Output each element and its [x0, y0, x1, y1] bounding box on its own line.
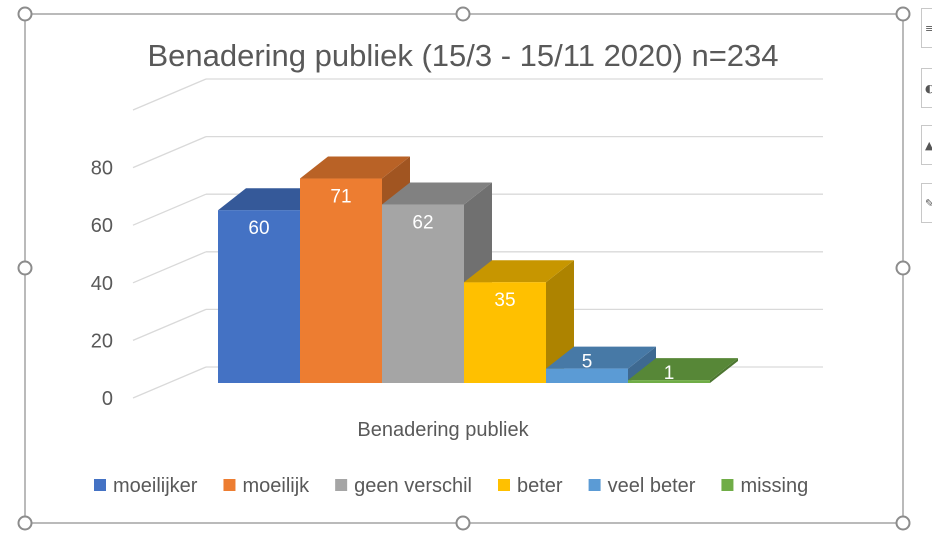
legend: moeilijker moeilijk geen verschil beter veel… — [94, 475, 808, 497]
resize-handle[interactable] — [895, 260, 911, 276]
legend-label: beter — [517, 475, 563, 497]
bar-front — [300, 178, 382, 383]
chart-filters-button[interactable]: ▲ — [921, 125, 932, 165]
legend-swatch — [335, 479, 348, 491]
bar-top — [382, 182, 492, 205]
legend-swatch — [498, 479, 510, 491]
chart-elements-icon: ≡ — [925, 22, 932, 35]
legend-swatch — [721, 479, 734, 491]
data-label: 60 — [248, 218, 269, 239]
chart-filters-icon: ▲ — [925, 139, 932, 152]
legend-item[interactable]: missing — [721, 475, 808, 497]
bar-front — [218, 210, 300, 383]
bar-front — [382, 204, 464, 383]
bar-front — [546, 368, 628, 383]
legend-item[interactable]: beter — [498, 475, 563, 497]
data-label: 35 — [494, 290, 515, 311]
legend-item[interactable]: moeilijker — [94, 475, 198, 497]
x-axis-label: Benadering publiek — [357, 419, 529, 441]
gridline-side — [132, 251, 207, 284]
gridline-side — [132, 78, 207, 111]
bar-front — [464, 282, 546, 383]
bar-front — [628, 380, 710, 383]
pin-icon: ✎ — [925, 197, 932, 210]
y-tick-label: 0 — [102, 388, 113, 410]
legend-item[interactable]: veel beter — [588, 475, 696, 497]
chart-elements-button[interactable]: ≡ — [921, 8, 932, 48]
bar-top — [546, 346, 656, 369]
data-label: 5 — [582, 352, 593, 373]
y-tick-label: 60 — [91, 215, 113, 237]
resize-handles[interactable] — [17, 6, 911, 531]
resize-handle[interactable] — [17, 6, 33, 22]
pin-button[interactable]: ✎ — [921, 183, 932, 223]
gridline-side — [132, 193, 207, 226]
y-axis-ticks: 0 20 40 60 80 — [91, 158, 113, 410]
gridline-side — [132, 136, 207, 169]
resize-handle[interactable] — [895, 6, 911, 22]
gridline-side — [132, 366, 207, 399]
y-tick-label: 40 — [91, 273, 113, 295]
legend-label: moeilijker — [113, 475, 198, 497]
legend-label: moeilijk — [242, 475, 310, 497]
y-tick-label: 80 — [91, 158, 113, 180]
legend-label: missing — [740, 475, 808, 497]
bar-top — [300, 156, 410, 179]
y-tick-label: 20 — [91, 330, 113, 352]
gridline-side — [132, 308, 207, 341]
legend-swatch — [94, 479, 106, 491]
bar-side — [628, 346, 656, 383]
chart-styles-icon: ◐ — [925, 82, 932, 95]
resize-handle[interactable] — [17, 260, 33, 276]
bar-veel-beter[interactable]: 5 — [546, 346, 656, 383]
resize-handle[interactable] — [455, 515, 471, 531]
bars: 60 71 62 35 5 1 — [218, 156, 738, 384]
chart-styles-button[interactable]: ◐ — [921, 68, 932, 108]
resize-handle[interactable] — [17, 515, 33, 531]
bar-missing[interactable]: 1 — [628, 358, 738, 384]
chart-title: Benadering publiek (15/3 - 15/11 2020) n… — [147, 38, 778, 73]
resize-handle[interactable] — [895, 515, 911, 531]
data-label: 62 — [412, 212, 433, 233]
bar-top — [628, 358, 738, 381]
resize-handle[interactable] — [455, 6, 471, 22]
bar-top — [464, 260, 574, 283]
bar-side — [710, 358, 738, 383]
data-label: 71 — [330, 187, 351, 208]
legend-swatch — [223, 479, 236, 491]
data-label: 1 — [664, 363, 675, 384]
legend-swatch — [588, 479, 601, 491]
legend-label: geen verschil — [354, 475, 472, 497]
legend-label: veel beter — [608, 475, 696, 497]
legend-item[interactable]: geen verschil — [335, 475, 472, 497]
legend-item[interactable]: moeilijk — [223, 475, 310, 497]
